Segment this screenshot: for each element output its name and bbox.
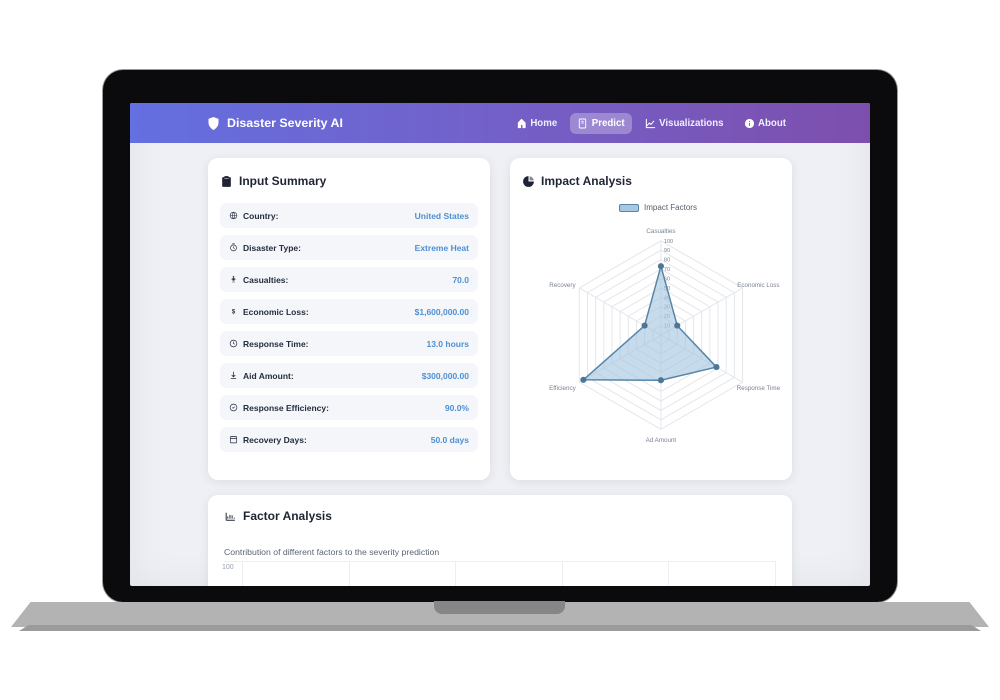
svg-text:70: 70	[664, 267, 670, 273]
svg-text:Recovery: Recovery	[549, 282, 576, 289]
svg-text:Ad Amount: Ad Amount	[646, 437, 677, 444]
svg-text:90: 90	[664, 248, 670, 254]
svg-text:Efficiency: Efficiency	[549, 385, 576, 392]
svg-text:100: 100	[664, 239, 673, 245]
svg-text:$: $	[232, 310, 236, 316]
svg-text:80: 80	[664, 258, 670, 264]
svg-text:Response Time: Response Time	[737, 385, 780, 392]
svg-text:Casualties: Casualties	[646, 228, 675, 235]
svg-text:Economic Loss: Economic Loss	[737, 282, 779, 289]
